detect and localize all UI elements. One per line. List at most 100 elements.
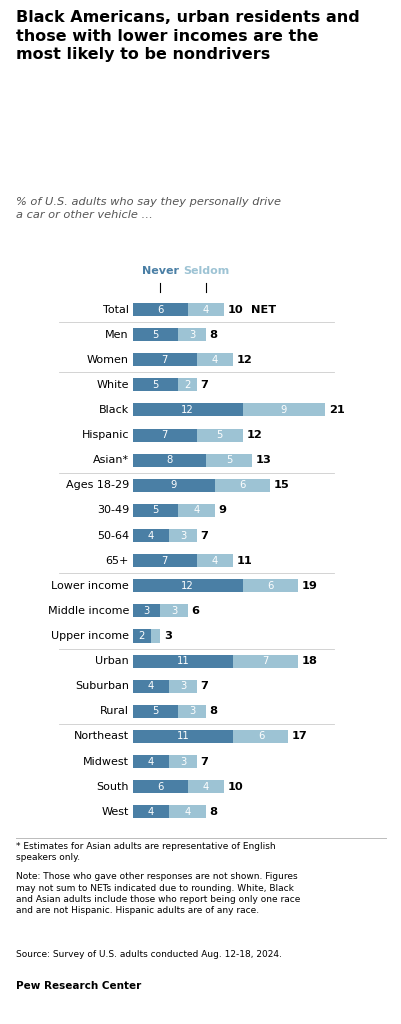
Text: 4: 4 [148, 807, 154, 817]
Text: 6: 6 [191, 606, 199, 615]
Bar [178, 504, 215, 517]
Bar [196, 353, 233, 367]
Text: 8: 8 [166, 456, 172, 465]
Text: 65+: 65+ [105, 556, 129, 565]
Text: Seldom: Seldom [182, 266, 229, 276]
Text: 12: 12 [237, 354, 252, 365]
Bar [132, 504, 178, 517]
Text: Asian*: Asian* [93, 456, 129, 465]
Text: 4: 4 [211, 556, 218, 565]
Bar [132, 805, 169, 818]
Text: 19: 19 [301, 581, 316, 591]
Text: Never: Never [141, 266, 178, 276]
Text: 3: 3 [164, 631, 171, 641]
Text: 3: 3 [188, 707, 195, 717]
Text: 12: 12 [181, 404, 194, 415]
Text: Urban: Urban [95, 656, 129, 666]
Bar [169, 755, 196, 768]
Bar [196, 554, 233, 567]
Text: Ages 18-29: Ages 18-29 [66, 480, 129, 490]
Text: 3: 3 [180, 681, 186, 691]
Text: 2: 2 [184, 380, 190, 390]
Text: 15: 15 [273, 480, 289, 490]
Bar [132, 529, 169, 542]
Bar [169, 805, 205, 818]
Bar [132, 755, 169, 768]
Bar [160, 604, 187, 617]
Bar [132, 479, 215, 492]
Text: 5: 5 [225, 456, 231, 465]
Text: 7: 7 [200, 681, 208, 691]
Bar [242, 403, 324, 417]
Text: 6: 6 [239, 480, 245, 490]
Text: 11: 11 [176, 656, 189, 666]
Text: % of U.S. adults who say they personally drive
a car or other vehicle …: % of U.S. adults who say they personally… [16, 197, 280, 220]
Bar [132, 403, 242, 417]
Text: Midwest: Midwest [83, 757, 129, 767]
Text: 4: 4 [184, 807, 190, 817]
Text: 4: 4 [203, 304, 209, 314]
Text: 3: 3 [170, 606, 176, 615]
Bar [132, 328, 178, 341]
Text: Rural: Rural [100, 707, 129, 717]
Bar [178, 328, 205, 341]
Bar [196, 429, 242, 441]
Text: 4: 4 [193, 506, 199, 515]
Bar [132, 554, 196, 567]
Text: 11: 11 [237, 556, 252, 565]
Text: 8: 8 [209, 707, 217, 717]
Text: Suburban: Suburban [75, 681, 129, 691]
Text: 7: 7 [200, 530, 208, 541]
Text: Hispanic: Hispanic [81, 430, 129, 440]
Text: Total: Total [103, 304, 129, 314]
Bar [132, 705, 178, 718]
Text: 5: 5 [152, 506, 158, 515]
Text: 8: 8 [209, 807, 217, 817]
Text: 9: 9 [218, 506, 226, 515]
Text: White: White [96, 380, 129, 390]
Text: 3: 3 [180, 757, 186, 767]
Bar [132, 630, 151, 642]
Bar [242, 580, 297, 592]
Bar [151, 630, 160, 642]
Bar [132, 654, 233, 668]
Text: Source: Survey of U.S. adults conducted Aug. 12-18, 2024.: Source: Survey of U.S. adults conducted … [16, 950, 281, 959]
Text: Women: Women [87, 354, 129, 365]
Text: 4: 4 [148, 530, 154, 541]
Bar [132, 378, 178, 391]
Text: 5: 5 [152, 330, 158, 340]
Text: 3: 3 [180, 530, 186, 541]
Text: 5: 5 [216, 430, 223, 440]
Text: 7: 7 [200, 380, 208, 390]
Text: * Estimates for Asian adults are representative of English
speakers only.: * Estimates for Asian adults are represe… [16, 842, 275, 862]
Bar [178, 705, 205, 718]
Text: Men: Men [105, 330, 129, 340]
Text: 21: 21 [328, 404, 344, 415]
Text: 50-64: 50-64 [97, 530, 129, 541]
Text: 6: 6 [266, 581, 273, 591]
Bar [233, 730, 288, 743]
Text: 3: 3 [143, 606, 149, 615]
Text: 4: 4 [148, 757, 154, 767]
Bar [178, 378, 196, 391]
Text: 5: 5 [152, 707, 158, 717]
Bar [215, 479, 269, 492]
Text: Lower income: Lower income [51, 581, 129, 591]
Bar [132, 580, 242, 592]
Text: 10: 10 [227, 304, 243, 314]
Text: 10: 10 [227, 781, 243, 792]
Bar [187, 780, 224, 794]
Text: 5: 5 [152, 380, 158, 390]
Bar [132, 353, 196, 367]
Text: 13: 13 [255, 456, 271, 465]
Text: 12: 12 [246, 430, 261, 440]
Text: Black: Black [99, 404, 129, 415]
Text: 2: 2 [138, 631, 145, 641]
Text: Northeast: Northeast [74, 731, 129, 741]
Text: 7: 7 [161, 430, 168, 440]
Bar [169, 680, 196, 692]
Text: 7: 7 [161, 354, 168, 365]
Bar [187, 303, 224, 316]
Text: West: West [101, 807, 129, 817]
Text: 18: 18 [301, 656, 316, 666]
